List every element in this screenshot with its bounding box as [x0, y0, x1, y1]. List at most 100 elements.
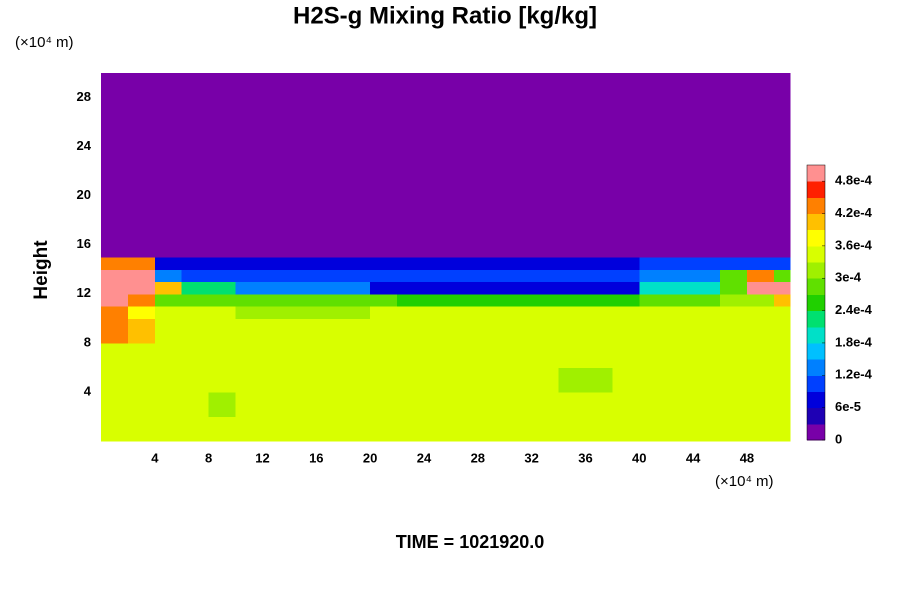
cell [693, 293, 721, 307]
cell [612, 269, 640, 283]
cell [101, 342, 129, 368]
cell [289, 257, 317, 270]
y-axis-label: Height [31, 240, 52, 300]
cell [558, 416, 586, 442]
cell [208, 257, 237, 270]
cell [154, 318, 183, 344]
cell [262, 367, 290, 393]
cell [450, 257, 479, 270]
cell [127, 73, 156, 258]
cell [289, 342, 317, 368]
cell [423, 257, 452, 270]
cell [289, 269, 317, 283]
colorbar-tick-label: 4.2e-4 [835, 205, 873, 220]
cell [720, 257, 748, 270]
cell [639, 281, 667, 295]
colorbar-tick-label: 1.8e-4 [835, 334, 873, 349]
cell [127, 281, 156, 295]
cell [585, 269, 613, 283]
cell [558, 391, 586, 417]
cell [666, 416, 694, 442]
cell [720, 318, 748, 344]
colorbar-bin [807, 375, 825, 392]
cell [504, 269, 533, 283]
cell [289, 416, 317, 442]
cell [773, 391, 791, 417]
x-tick-label: 24 [417, 450, 432, 465]
cell [154, 391, 183, 417]
cell [101, 306, 129, 319]
cell [746, 73, 775, 258]
cell [504, 293, 533, 307]
cell [720, 416, 748, 442]
cell [262, 318, 290, 344]
cell [746, 391, 775, 417]
cell [693, 281, 721, 295]
cell [181, 269, 210, 283]
cell [558, 281, 586, 295]
cell [666, 391, 694, 417]
cell [343, 73, 371, 258]
cell [531, 269, 560, 283]
colorbar-tick-label: 3.6e-4 [835, 237, 873, 252]
cell [720, 391, 748, 417]
cell [639, 257, 667, 270]
cell [558, 367, 586, 393]
cell [693, 416, 721, 442]
cell [531, 391, 560, 417]
cell [127, 269, 156, 283]
cell [585, 281, 613, 295]
cell [208, 73, 237, 258]
cell [666, 269, 694, 283]
cell [101, 416, 129, 442]
cell [423, 342, 452, 368]
cell [773, 293, 791, 307]
cell [101, 73, 129, 258]
cell [235, 257, 263, 270]
colorbar-tick-label: 2.4e-4 [835, 302, 873, 317]
cell [746, 306, 775, 319]
cell [612, 391, 640, 417]
cell [531, 342, 560, 368]
cell [289, 318, 317, 344]
cell [558, 293, 586, 307]
chart-title: H2S-g Mixing Ratio [kg/kg] [293, 2, 597, 29]
colorbar-bin [807, 197, 825, 215]
cell [558, 269, 586, 283]
cell [773, 318, 791, 344]
cell [423, 391, 452, 417]
cell [127, 257, 156, 270]
cell [746, 367, 775, 393]
cell [585, 416, 613, 442]
cell [316, 73, 344, 258]
cell [235, 391, 263, 417]
cell [343, 318, 371, 344]
cell [773, 416, 791, 442]
cell [746, 342, 775, 368]
cell [558, 73, 586, 258]
colorbar-tick-label: 0 [835, 431, 842, 446]
cell [154, 73, 183, 258]
cell [154, 306, 183, 319]
cell [504, 342, 533, 368]
cell [531, 367, 560, 393]
cell [693, 73, 721, 258]
cell [423, 281, 452, 295]
colorbar-bin [807, 229, 825, 247]
cell [289, 391, 317, 417]
cell [154, 269, 183, 283]
cell [235, 367, 263, 393]
cell [423, 73, 452, 258]
cell [720, 281, 748, 295]
cell [127, 391, 156, 417]
y-tick-label: 4 [84, 383, 92, 398]
cell [423, 318, 452, 344]
cell [720, 367, 748, 393]
cell [531, 416, 560, 442]
colorbar-bin [807, 213, 825, 231]
cell [423, 306, 452, 319]
x-tick-label: 44 [686, 450, 701, 465]
cell [666, 318, 694, 344]
colorbar-bin [807, 407, 825, 425]
colorbar-tick-label: 4.8e-4 [835, 173, 873, 188]
